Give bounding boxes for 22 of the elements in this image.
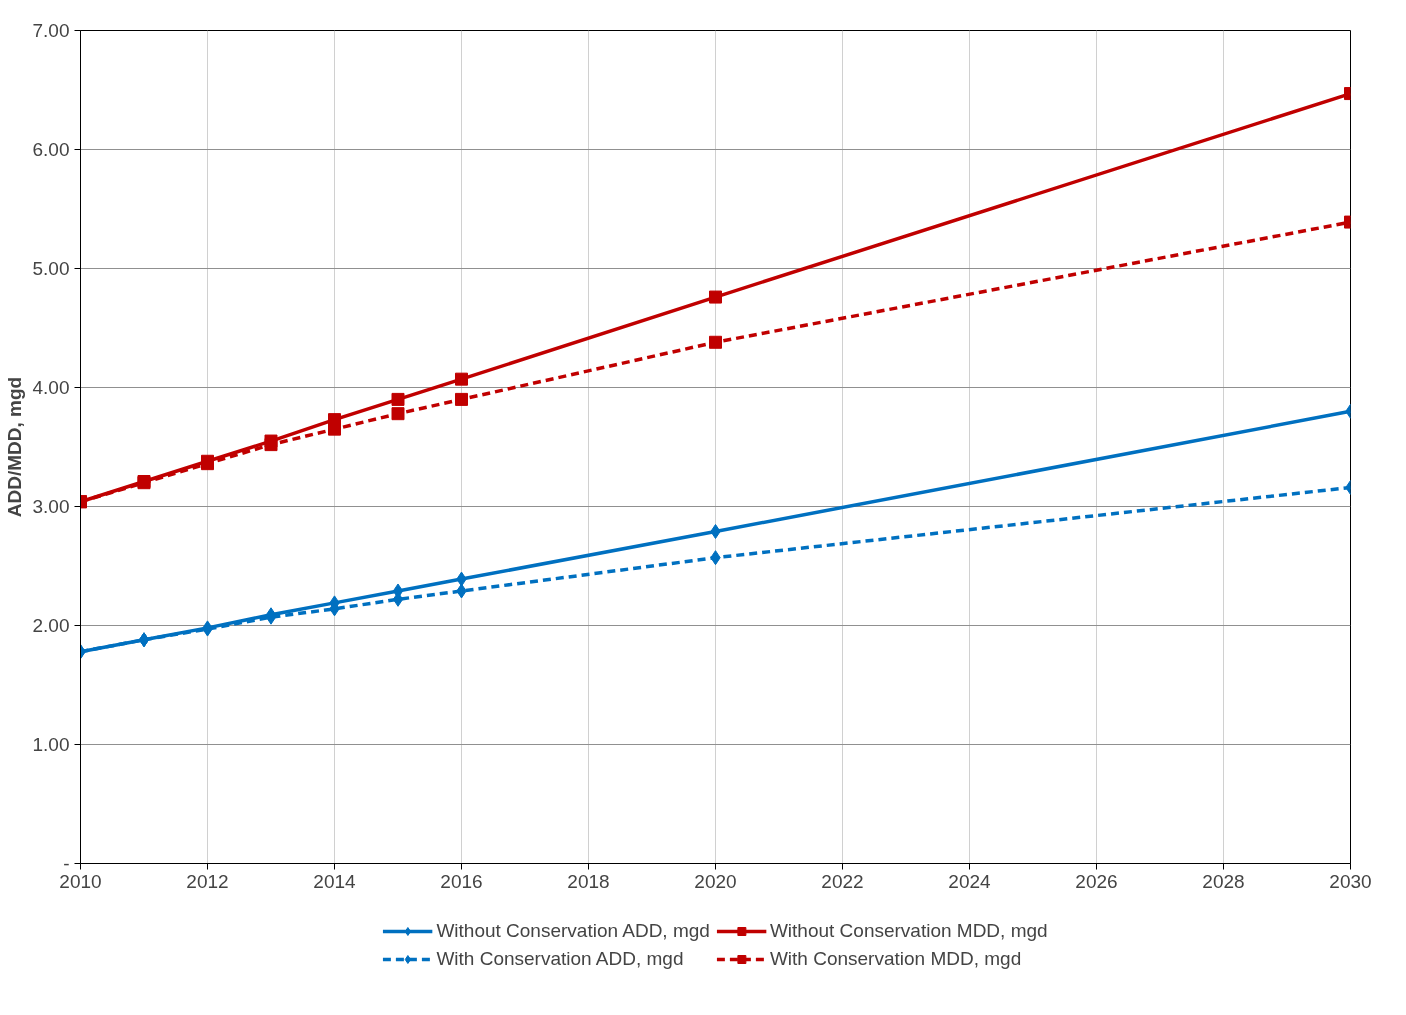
- x-tick-label: 2022: [821, 870, 864, 892]
- x-tick-label: 2018: [567, 870, 610, 892]
- y-tick-label: 4.00: [32, 377, 70, 398]
- x-tick-label: 2016: [440, 870, 483, 892]
- legend-label: Without Conservation MDD, mgd: [769, 920, 1048, 942]
- y-tick-label: 2.00: [32, 615, 70, 636]
- x-tick-label: 2026: [1075, 870, 1118, 892]
- x-tick-label: 2024: [948, 870, 992, 892]
- y-tick-label: 1.00: [32, 734, 70, 755]
- x-tick-label: 2030: [1329, 870, 1372, 892]
- x-tick-label: 2028: [1202, 870, 1245, 892]
- y-axis-title: ADD/MDD, mgd: [3, 376, 25, 518]
- x-tick-label: 2020: [694, 870, 737, 892]
- x-tick-label: 2014: [313, 870, 357, 892]
- y-tick-label: 6.00: [32, 139, 70, 160]
- legend-label: Without Conservation ADD, mgd: [436, 920, 710, 942]
- y-tick-label: 3.00: [32, 496, 70, 517]
- y-tick-label: 7.00: [32, 20, 70, 41]
- legend-label: With Conservation MDD, mgd: [769, 948, 1022, 970]
- legend-label: With Conservation ADD, mgd: [436, 948, 684, 970]
- y-tick-label: 5.00: [32, 258, 70, 279]
- x-tick-label: 2012: [186, 870, 229, 892]
